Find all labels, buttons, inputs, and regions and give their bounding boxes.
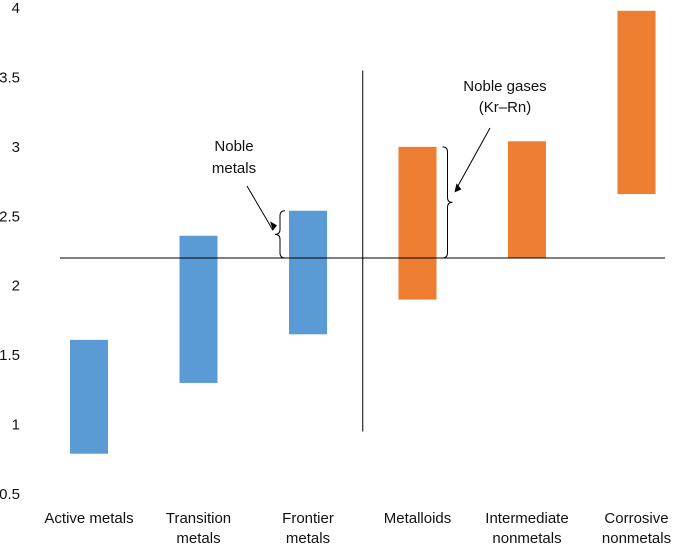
annotation-line: (Kr–Rn) xyxy=(479,99,532,116)
y-tick-label: 0.5 xyxy=(0,486,20,503)
x-tick-label-line: Frontier xyxy=(282,510,334,527)
range-bar xyxy=(179,235,218,383)
annotation-arrow xyxy=(455,127,491,191)
range-bar xyxy=(289,210,327,335)
y-tick-label: 2 xyxy=(12,278,20,295)
annotation-noble-gases: Noble gases (Kr–Rn) xyxy=(463,78,546,116)
x-tick-label: Corrosive nonmetals xyxy=(602,510,671,546)
annotation-line: Noble xyxy=(214,138,253,155)
range-bar xyxy=(398,146,437,300)
annotations: Noble metals Noble gases (Kr–Rn) xyxy=(212,78,547,259)
brace xyxy=(274,210,286,259)
reference-lines xyxy=(60,70,665,432)
x-tick-label-line: Corrosive xyxy=(604,510,668,527)
range-bar xyxy=(617,10,656,195)
y-tick-label: 3 xyxy=(12,139,20,156)
x-tick-label-line: Transition xyxy=(166,510,231,527)
y-tick-label: 2.5 xyxy=(0,208,20,225)
x-tick-label: Intermediate nonmetals xyxy=(485,510,568,546)
x-tick-label-line: Metalloids xyxy=(384,510,452,527)
range-bar xyxy=(70,339,108,454)
x-axis: Active metals Transition metals Frontier met… xyxy=(44,510,671,546)
y-tick-label: 3.5 xyxy=(0,69,20,86)
bars xyxy=(70,10,656,454)
annotation-arrow xyxy=(246,185,274,231)
x-tick-label: Metalloids xyxy=(384,510,452,527)
x-tick-label-line: Active metals xyxy=(44,510,133,527)
x-tick-label-line: Intermediate xyxy=(485,510,568,527)
x-tick-label-line: nonmetals xyxy=(492,530,561,546)
annotation-line: metals xyxy=(212,160,256,177)
x-tick-label: Active metals xyxy=(44,510,133,527)
x-tick-label: Frontier metals xyxy=(282,510,334,546)
x-tick-label: Transition metals xyxy=(166,510,231,546)
annotation-noble-metals: Noble metals xyxy=(212,138,256,177)
x-tick-label-line: metals xyxy=(286,530,330,546)
annotation-line: Noble gases xyxy=(463,78,546,95)
y-tick-label: 4 xyxy=(12,0,20,17)
arrowhead xyxy=(270,221,277,231)
x-tick-label-line: metals xyxy=(176,530,220,546)
y-tick-label: 1.5 xyxy=(0,347,20,364)
y-tick-label: 1 xyxy=(12,417,20,434)
x-tick-label-line: nonmetals xyxy=(602,530,671,546)
y-axis: 0.5 1 1.5 2 2.5 3 3.5 4 xyxy=(0,0,20,503)
brace xyxy=(442,146,453,259)
arrowhead xyxy=(454,183,462,193)
range-bar xyxy=(508,141,546,258)
